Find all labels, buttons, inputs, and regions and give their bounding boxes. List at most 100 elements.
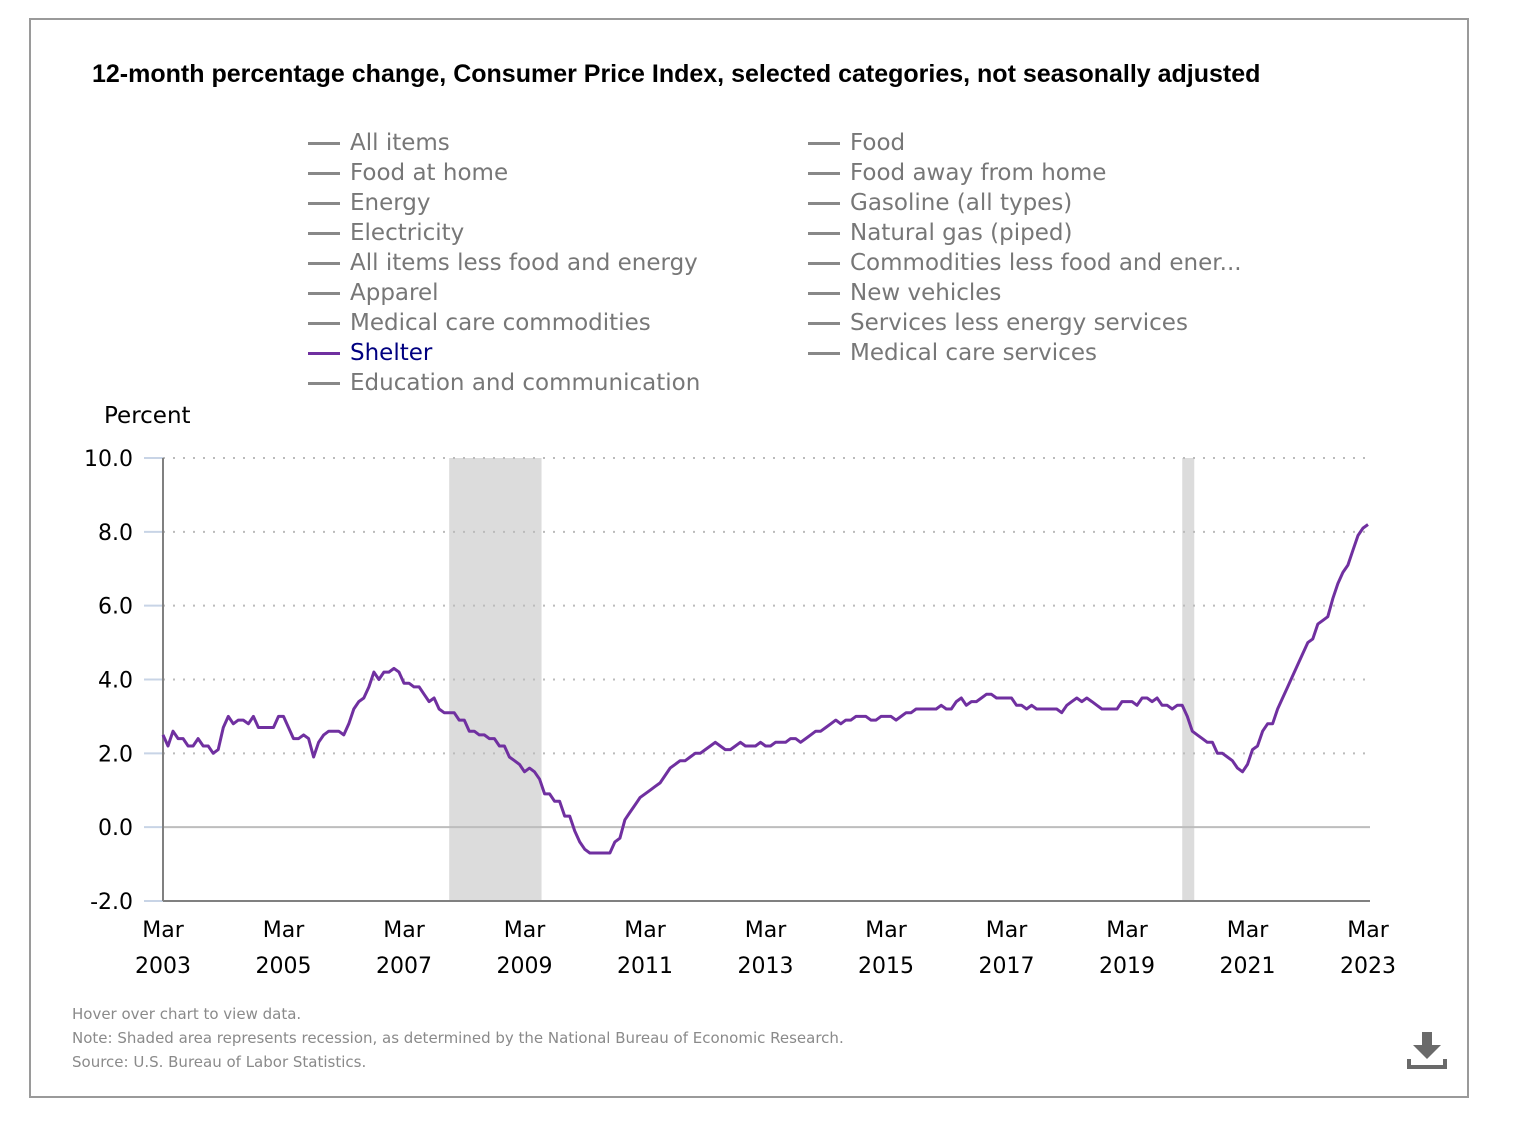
data-point[interactable] xyxy=(778,740,783,745)
data-point[interactable] xyxy=(1330,596,1335,601)
legend-item-services-less-energy-services[interactable]: Services less energy services xyxy=(808,308,1188,338)
data-point[interactable] xyxy=(502,744,507,749)
data-point[interactable] xyxy=(417,684,422,689)
data-point[interactable] xyxy=(467,729,472,734)
data-point[interactable] xyxy=(226,714,231,719)
data-point[interactable] xyxy=(527,766,532,771)
data-point[interactable] xyxy=(858,714,863,719)
data-point[interactable] xyxy=(1024,707,1029,712)
data-point[interactable] xyxy=(602,851,607,856)
data-point[interactable] xyxy=(673,762,678,767)
data-point[interactable] xyxy=(763,744,768,749)
legend-item-education-and-communication[interactable]: Education and communication xyxy=(308,368,700,398)
data-point[interactable] xyxy=(748,744,753,749)
data-point[interactable] xyxy=(949,707,954,712)
data-point[interactable] xyxy=(1220,751,1225,756)
data-point[interactable] xyxy=(321,732,326,737)
data-point[interactable] xyxy=(1280,696,1285,701)
data-point[interactable] xyxy=(1215,751,1220,756)
data-point[interactable] xyxy=(1190,729,1195,734)
data-point[interactable] xyxy=(437,707,442,712)
data-point[interactable] xyxy=(196,736,201,741)
data-point[interactable] xyxy=(397,670,402,675)
data-point[interactable] xyxy=(216,747,221,752)
data-point[interactable] xyxy=(1366,522,1371,527)
data-point[interactable] xyxy=(1150,699,1155,704)
data-point[interactable] xyxy=(633,803,638,808)
data-point[interactable] xyxy=(688,755,693,760)
data-point[interactable] xyxy=(1019,703,1024,708)
data-point[interactable] xyxy=(1029,703,1034,708)
data-point[interactable] xyxy=(191,744,196,749)
data-point[interactable] xyxy=(823,725,828,730)
data-point[interactable] xyxy=(346,721,351,726)
data-point[interactable] xyxy=(211,751,216,756)
data-point[interactable] xyxy=(1285,684,1290,689)
legend-item-electricity[interactable]: Electricity xyxy=(308,218,464,248)
data-point[interactable] xyxy=(1356,533,1361,538)
data-point[interactable] xyxy=(818,729,823,734)
data-point[interactable] xyxy=(442,710,447,715)
data-point[interactable] xyxy=(1260,729,1265,734)
data-point[interactable] xyxy=(1310,636,1315,641)
data-point[interactable] xyxy=(658,780,663,785)
data-point[interactable] xyxy=(924,707,929,712)
data-point[interactable] xyxy=(251,714,256,719)
data-point[interactable] xyxy=(1340,570,1345,575)
data-point[interactable] xyxy=(713,740,718,745)
data-point[interactable] xyxy=(678,758,683,763)
data-point[interactable] xyxy=(1089,699,1094,704)
data-point[interactable] xyxy=(1255,744,1260,749)
data-point[interactable] xyxy=(1180,703,1185,708)
data-point[interactable] xyxy=(181,736,186,741)
data-point[interactable] xyxy=(1054,707,1059,712)
data-point[interactable] xyxy=(336,729,341,734)
data-point[interactable] xyxy=(1014,703,1019,708)
legend-item-medical-care-services[interactable]: Medical care services xyxy=(808,338,1097,368)
legend-item-medical-care-commodities[interactable]: Medical care commodities xyxy=(308,308,651,338)
data-point[interactable] xyxy=(753,744,758,749)
data-point[interactable] xyxy=(914,707,919,712)
legend-item-food[interactable]: Food xyxy=(808,128,905,158)
data-point[interactable] xyxy=(698,751,703,756)
data-point[interactable] xyxy=(1235,766,1240,771)
data-point[interactable] xyxy=(1004,696,1009,701)
data-point[interactable] xyxy=(402,681,407,686)
data-point[interactable] xyxy=(1145,696,1150,701)
data-point[interactable] xyxy=(291,736,296,741)
data-point[interactable] xyxy=(306,736,311,741)
data-point[interactable] xyxy=(1109,707,1114,712)
data-point[interactable] xyxy=(241,718,246,723)
data-point[interactable] xyxy=(356,699,361,704)
data-point[interactable] xyxy=(1059,710,1064,715)
data-point[interactable] xyxy=(999,696,1004,701)
data-point[interactable] xyxy=(1300,651,1305,656)
legend-item-gasoline-all-types[interactable]: Gasoline (all types) xyxy=(808,188,1072,218)
data-point[interactable] xyxy=(703,747,708,752)
data-point[interactable] xyxy=(1140,696,1145,701)
data-point[interactable] xyxy=(974,699,979,704)
legend-item-natural-gas-piped[interactable]: Natural gas (piped) xyxy=(808,218,1072,248)
data-point[interactable] xyxy=(1305,640,1310,645)
line-chart[interactable]: 10.0 8.0 6.0 4.0 2.0 0.0 -2.0 Mar 2003 Mar 2005 Mar… xyxy=(0,0,1514,1000)
data-point[interactable] xyxy=(1205,740,1210,745)
data-point[interactable] xyxy=(1170,707,1175,712)
data-point[interactable] xyxy=(472,729,477,734)
data-point[interactable] xyxy=(221,725,226,730)
data-point[interactable] xyxy=(969,699,974,704)
data-point[interactable] xyxy=(386,670,391,675)
data-point[interactable] xyxy=(597,851,602,856)
data-point[interactable] xyxy=(989,692,994,697)
data-point[interactable] xyxy=(934,707,939,712)
data-point[interactable] xyxy=(266,725,271,730)
legend-item-food-away-from-home[interactable]: Food away from home xyxy=(808,158,1106,188)
data-point[interactable] xyxy=(432,696,437,701)
series-line-shelter[interactable] xyxy=(161,523,1369,855)
data-point[interactable] xyxy=(1094,703,1099,708)
data-point[interactable] xyxy=(512,758,517,763)
data-point[interactable] xyxy=(1160,703,1165,708)
data-point[interactable] xyxy=(562,814,567,819)
data-point[interactable] xyxy=(341,732,346,737)
data-point[interactable] xyxy=(798,740,803,745)
data-point[interactable] xyxy=(1240,769,1245,774)
